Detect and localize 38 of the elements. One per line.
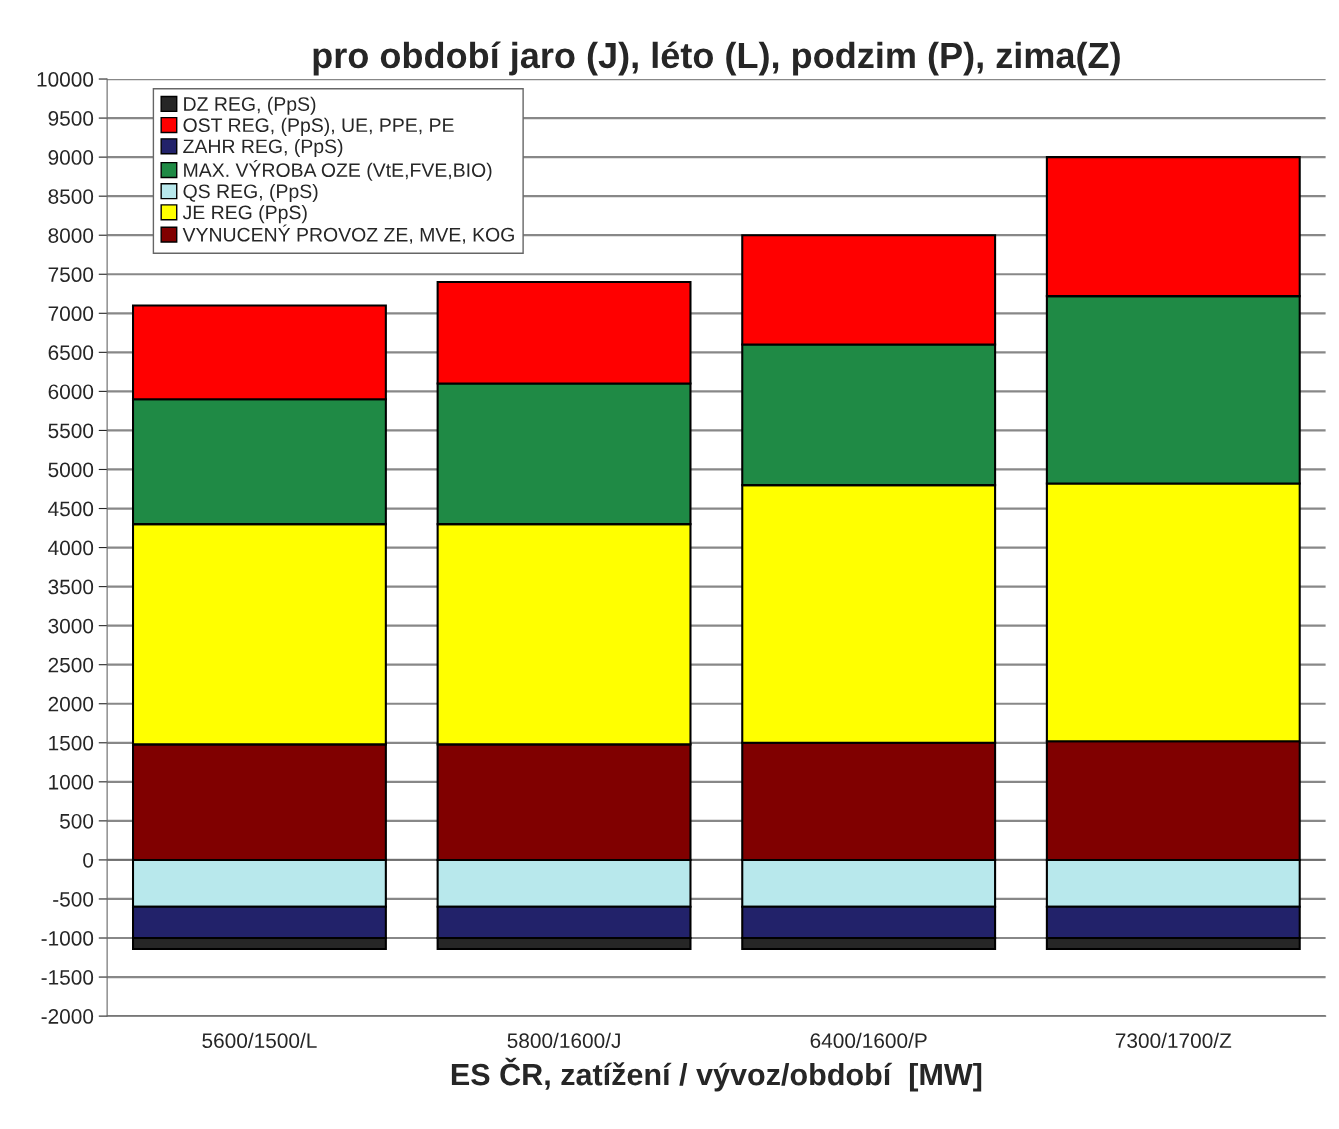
y-tick-label: -1000	[41, 931, 94, 946]
y-tick-label: 3500	[48, 579, 94, 595]
y-tick-label: 5500	[48, 423, 94, 439]
legend-label: OST REG, (PpS), UE, PPE, PE	[183, 117, 454, 136]
legend-label: VYNUCENÝ PROVOZ ZE, MVE, KOG	[182, 224, 514, 244]
y-tick-label: 4000	[48, 540, 94, 556]
y-tick-label: 0	[83, 852, 94, 868]
y-tick-label: 3000	[48, 618, 94, 634]
y-tick-label: 6500	[48, 345, 94, 361]
y-tick-label: 6000	[48, 384, 94, 400]
y-tick-label: 7000	[48, 306, 94, 322]
y-tick-label: -500	[53, 891, 94, 907]
y-tick-label: 500	[60, 813, 94, 829]
y-tick-label: 10000	[37, 72, 94, 87]
x-tick-label: 5800/1600/J	[507, 1032, 620, 1049]
x-tick-label: 7300/1700/Z	[1115, 1032, 1232, 1049]
y-tick-label: -2000	[41, 1009, 94, 1024]
y-tick-label: -1500	[41, 970, 94, 985]
x-tick-label: 5600/1500/L	[202, 1032, 317, 1049]
y-tick-label: 5000	[48, 462, 94, 478]
y-tick-label: 2500	[48, 657, 94, 673]
y-tick-label: 8500	[48, 189, 94, 204]
legend-label: MAX. VÝROBA OZE (VtE,FVE,BIO)	[184, 159, 492, 181]
legend-label: DZ REG, (PpS)	[184, 96, 316, 115]
legend-label: ZAHR REG, (PpS)	[183, 138, 343, 158]
y-tick-label: 9500	[48, 111, 94, 126]
y-tick-label: 9000	[48, 150, 94, 165]
legend-label: QS REG, (PpS)	[183, 183, 318, 202]
x-tick-label: 6400/1600/P	[810, 1032, 927, 1049]
y-tick-label: 2000	[48, 696, 94, 712]
legend-label: JE REG (PpS)	[182, 205, 307, 224]
y-tick-label: 7500	[48, 267, 94, 283]
y-tick-label: 8000	[48, 228, 94, 243]
chart-title: pro období jaro (J), léto (L), podzim (P), zima(Z)	[313, 41, 1120, 76]
y-tick-label: 1000	[49, 774, 94, 790]
y-tick-label: 4500	[48, 501, 94, 517]
y-tick-label: 1500	[49, 735, 94, 751]
x-axis-title: ES ČR, zatížení / vývoz/období [MW]	[451, 1057, 982, 1092]
